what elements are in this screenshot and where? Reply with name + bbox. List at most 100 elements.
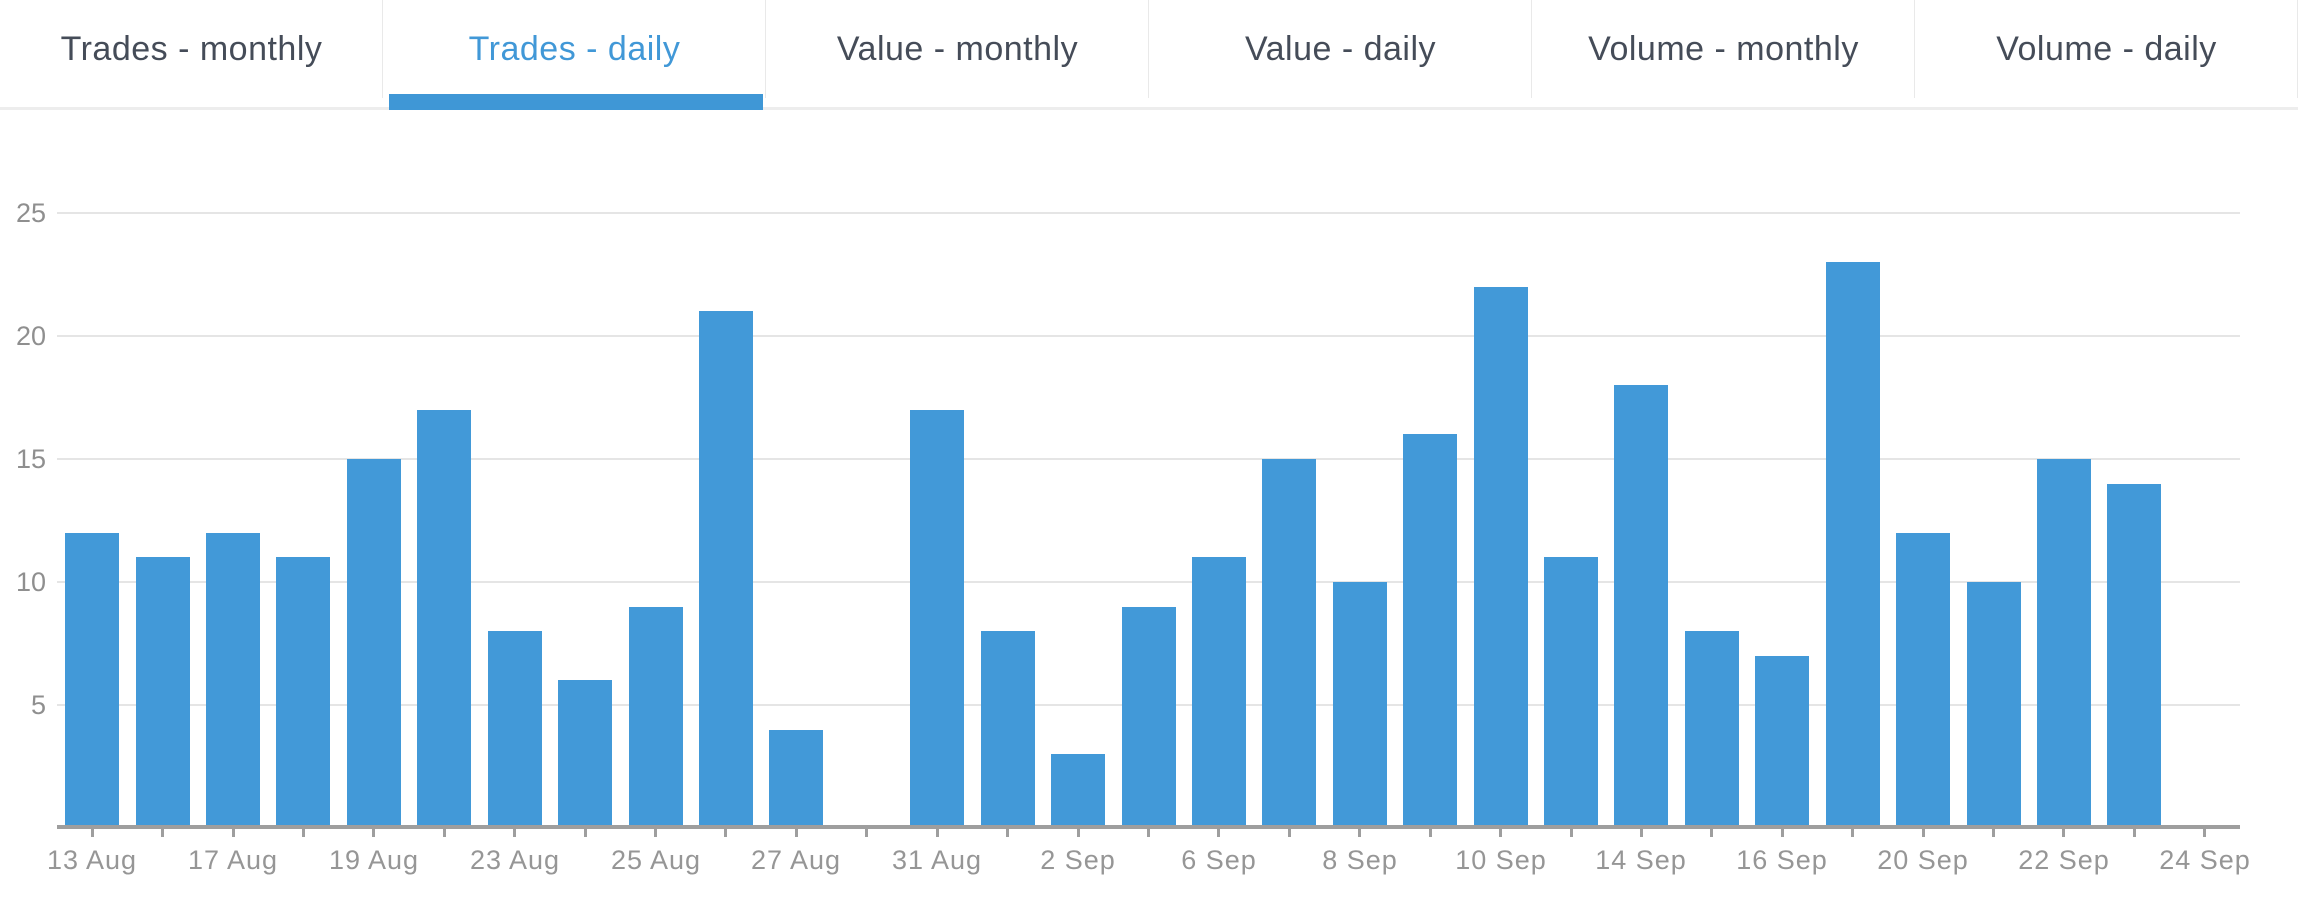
y-axis-label-20: 20 <box>15 321 46 351</box>
bar-24-aug[interactable] <box>558 680 612 828</box>
tab-volume-daily[interactable]: Volume - daily <box>1915 0 2298 110</box>
x-tick-23-sep <box>2133 828 2136 837</box>
x-axis-line <box>57 825 2240 829</box>
bar-20-aug[interactable] <box>417 410 471 828</box>
x-axis-label-16-sep: 16 Sep <box>1736 845 1828 875</box>
tab-label: Trades - daily <box>468 29 681 68</box>
active-tab-underline <box>389 94 763 110</box>
x-tick-7-sep <box>1288 828 1291 837</box>
bar-8-sep[interactable] <box>1333 582 1387 828</box>
x-tick-13-sep <box>1570 828 1573 837</box>
x-tick-17-aug <box>232 828 235 837</box>
bar-17-sep[interactable] <box>1826 262 1880 828</box>
bar-13-aug[interactable] <box>65 533 119 828</box>
x-axis-label-23-aug: 23 Aug <box>469 845 561 875</box>
daily-trades-bar-chart: 5 10 15 20 25 13 Aug 17 Aug 19 Aug 23 Aug 25 Aug 2… <box>0 110 2298 900</box>
bar-3-sep[interactable] <box>1122 607 1176 828</box>
x-tick-19-aug <box>372 828 375 837</box>
tab-trades-monthly[interactable]: Trades - monthly <box>0 0 384 110</box>
x-tick-22-sep <box>2062 828 2065 837</box>
tab-value-monthly[interactable]: Value - monthly <box>766 0 1150 110</box>
y-gridline-15 <box>57 458 2240 460</box>
x-tick-18-aug <box>302 828 305 837</box>
bar-23-aug[interactable] <box>488 631 542 828</box>
x-tick-13-aug <box>91 828 94 837</box>
x-axis-label-27-aug: 27 Aug <box>750 845 842 875</box>
bar-1-sep[interactable] <box>981 631 1035 828</box>
y-gridline-25 <box>57 212 2240 214</box>
bar-17-aug[interactable] <box>206 533 260 828</box>
tab-label: Value - daily <box>1244 29 1437 68</box>
tab-bar-bottom-border <box>0 107 2298 110</box>
y-gridline-20 <box>57 335 2240 337</box>
bar-10-sep[interactable] <box>1474 287 1528 828</box>
x-tick-3-sep <box>1147 828 1150 837</box>
bar-27-aug[interactable] <box>769 730 823 828</box>
bar-31-aug[interactable] <box>910 410 964 828</box>
bar-2-sep[interactable] <box>1051 754 1105 828</box>
x-tick-30-aug <box>865 828 868 837</box>
x-axis-label-8-sep: 8 Sep <box>1322 845 1398 875</box>
x-tick-24-aug <box>584 828 587 837</box>
bar-22-sep[interactable] <box>2037 459 2091 828</box>
x-tick-6-sep <box>1217 828 1220 837</box>
tab-value-daily[interactable]: Value - daily <box>1149 0 1533 110</box>
chart-tab-bar: Trades - monthly Trades - daily Value - … <box>0 0 2298 110</box>
x-tick-15-sep <box>1710 828 1713 837</box>
bar-16-aug[interactable] <box>136 557 190 828</box>
x-axis-label-17-aug: 17 Aug <box>187 845 279 875</box>
bar-13-sep[interactable] <box>1544 557 1598 828</box>
x-tick-1-sep <box>1006 828 1009 837</box>
x-tick-31-aug <box>936 828 939 837</box>
y-axis-label-10: 10 <box>15 567 46 597</box>
x-tick-25-aug <box>654 828 657 837</box>
bar-23-sep[interactable] <box>2107 484 2161 828</box>
bar-7-sep[interactable] <box>1262 459 1316 828</box>
bar-25-aug[interactable] <box>629 607 683 828</box>
x-tick-14-sep <box>1640 828 1643 837</box>
tab-trades-daily[interactable]: Trades - daily <box>383 0 767 110</box>
x-axis-label-14-sep: 14 Sep <box>1595 845 1687 875</box>
x-axis-label-13-aug: 13 Aug <box>46 845 138 875</box>
x-tick-21-sep <box>1992 828 1995 837</box>
bar-16-sep[interactable] <box>1755 656 1809 828</box>
x-tick-10-sep <box>1499 828 1502 837</box>
x-tick-2-sep <box>1077 828 1080 837</box>
x-tick-26-aug <box>724 828 727 837</box>
x-tick-16-sep <box>1781 828 1784 837</box>
bar-18-aug[interactable] <box>276 557 330 828</box>
bar-26-aug[interactable] <box>699 311 753 828</box>
tab-label: Trades - monthly <box>60 29 323 68</box>
bar-14-sep[interactable] <box>1614 385 1668 828</box>
x-axis-label-20-sep: 20 Sep <box>1877 845 1969 875</box>
tab-label: Volume - monthly <box>1588 29 1859 68</box>
bar-19-aug[interactable] <box>347 459 401 828</box>
x-tick-20-aug <box>443 828 446 837</box>
x-tick-24-sep <box>2203 828 2206 837</box>
x-axis-label-2-sep: 2 Sep <box>1040 845 1116 875</box>
bar-9-sep[interactable] <box>1403 434 1457 828</box>
x-axis-label-31-aug: 31 Aug <box>891 845 983 875</box>
x-axis-label-24-sep: 24 Sep <box>2159 845 2251 875</box>
bar-6-sep[interactable] <box>1192 557 1246 828</box>
x-tick-27-aug <box>795 828 798 837</box>
x-tick-9-sep <box>1429 828 1432 837</box>
bar-15-sep[interactable] <box>1685 631 1739 828</box>
x-axis-label-22-sep: 22 Sep <box>2018 845 2110 875</box>
x-axis-label-25-aug: 25 Aug <box>610 845 702 875</box>
x-axis-label-10-sep: 10 Sep <box>1455 845 1547 875</box>
x-tick-23-aug <box>513 828 516 837</box>
x-tick-8-sep <box>1358 828 1361 837</box>
x-tick-17-sep <box>1851 828 1854 837</box>
bar-20-sep[interactable] <box>1896 533 1950 828</box>
bar-21-sep[interactable] <box>1967 582 2021 828</box>
y-axis-label-15: 15 <box>15 444 46 474</box>
tab-label: Volume - daily <box>1996 29 2217 68</box>
x-axis-label-19-aug: 19 Aug <box>328 845 420 875</box>
tab-volume-monthly[interactable]: Volume - monthly <box>1532 0 1916 110</box>
x-axis-label-6-sep: 6 Sep <box>1181 845 1257 875</box>
x-tick-16-aug <box>161 828 164 837</box>
x-tick-20-sep <box>1922 828 1925 837</box>
y-gridline-10 <box>57 581 2240 583</box>
